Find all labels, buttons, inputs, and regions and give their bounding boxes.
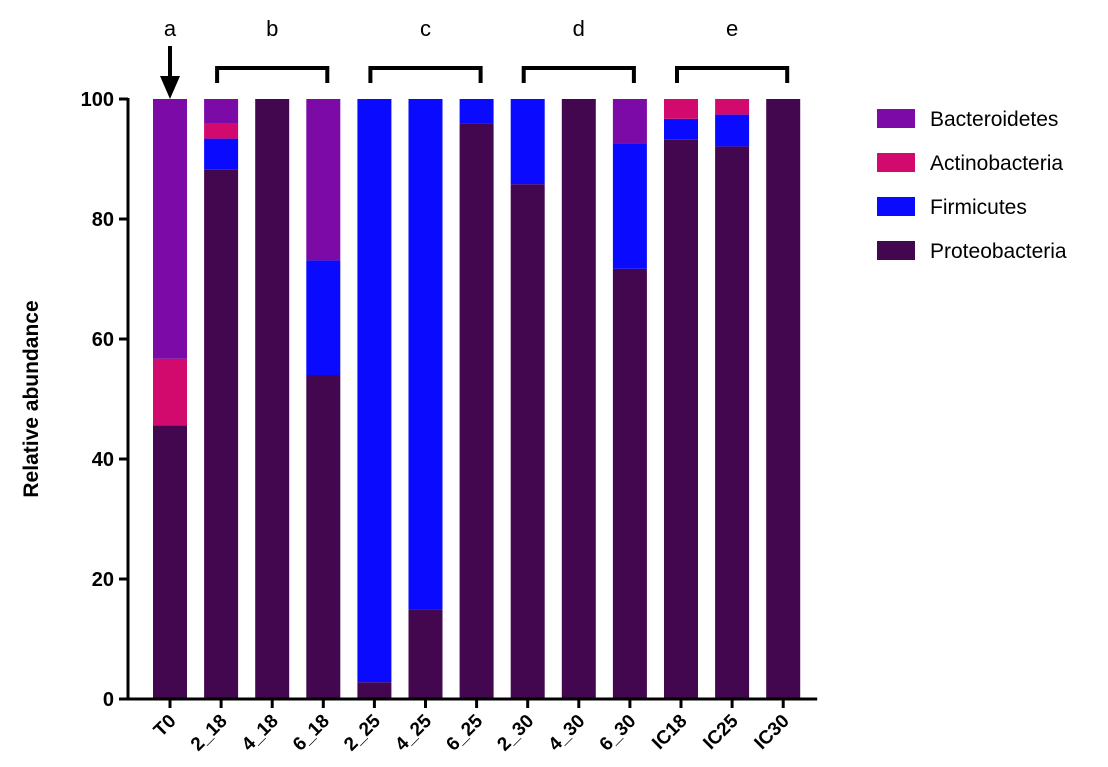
bar-6-18-proteobacteria bbox=[306, 375, 341, 699]
x-tick-label-4-30: 4_30 bbox=[545, 711, 590, 756]
bars-layer bbox=[153, 99, 801, 700]
legend: Bacteroidetes Actinobacteria Firmicutes Pro… bbox=[877, 108, 1067, 263]
bar-4-25-proteobacteria bbox=[408, 609, 443, 699]
y-tick-label-40: 40 bbox=[92, 449, 114, 471]
bar-ic25-actinobacteria bbox=[715, 99, 750, 115]
bar-4-30-proteobacteria bbox=[561, 99, 596, 699]
bar-6-30-bacteroidetes bbox=[612, 99, 647, 144]
group-bracket-b bbox=[215, 66, 330, 83]
bar-6-30-proteobacteria bbox=[612, 268, 647, 699]
x-tick-label-ic30: IC30 bbox=[751, 711, 794, 754]
group-label-e: e bbox=[726, 16, 738, 41]
legend-label-proteobacteria: Proteobacteria bbox=[930, 240, 1067, 263]
bar-ic25-proteobacteria bbox=[715, 146, 750, 699]
bar-4-25-firmicutes bbox=[408, 99, 443, 610]
bar-2-30-firmicutes bbox=[510, 99, 545, 185]
annotations-layer: a b c d e bbox=[160, 16, 790, 99]
x-tick-label-6-18: 6_18 bbox=[289, 711, 334, 756]
x-tick-label-6-30: 6_30 bbox=[596, 711, 641, 756]
bar-t0-bacteroidetes bbox=[153, 99, 187, 359]
bar-2-18-actinobacteria bbox=[204, 123, 239, 139]
y-tick-label-20: 20 bbox=[92, 569, 114, 591]
x-tick-label-t0: T0 bbox=[150, 711, 181, 742]
group-label-a: a bbox=[164, 16, 177, 41]
y-tick-label-80: 80 bbox=[92, 209, 114, 231]
bar-4-18-proteobacteria bbox=[255, 99, 290, 699]
bar-6-18-bacteroidetes bbox=[306, 99, 341, 261]
bar-ic25-firmicutes bbox=[715, 114, 750, 147]
bar-2-18-firmicutes bbox=[204, 138, 239, 170]
bar-2-30-proteobacteria bbox=[510, 184, 545, 699]
bar-2-25-proteobacteria bbox=[357, 682, 392, 699]
y-axis-title: Relative abundance bbox=[20, 300, 43, 497]
x-tick-label-ic18: IC18 bbox=[648, 711, 691, 754]
legend-swatch-firmicutes bbox=[877, 197, 915, 216]
bar-6-25-firmicutes bbox=[459, 99, 494, 124]
bar-2-25-firmicutes bbox=[357, 99, 392, 683]
x-tick-label-4-25: 4_25 bbox=[391, 710, 436, 755]
x-tick-label-2-18: 2_18 bbox=[187, 711, 232, 756]
legend-swatch-actinobacteria bbox=[877, 153, 915, 172]
y-tick-label-100: 100 bbox=[81, 89, 114, 111]
legend-label-bacteroidetes: Bacteroidetes bbox=[930, 108, 1058, 131]
bar-ic18-firmicutes bbox=[664, 118, 698, 140]
bar-6-18-firmicutes bbox=[306, 260, 341, 375]
legend-swatch-bacteroidetes bbox=[877, 109, 915, 128]
group-bracket-d bbox=[521, 66, 636, 83]
legend-label-firmicutes: Firmicutes bbox=[930, 196, 1027, 219]
legend-label-actinobacteria: Actinobacteria bbox=[930, 152, 1063, 175]
x-tick-label-ic25: IC25 bbox=[699, 710, 743, 754]
x-tick-label-2-25: 2_25 bbox=[340, 710, 385, 755]
arrow-head bbox=[160, 76, 180, 99]
bar-6-25-proteobacteria bbox=[459, 123, 494, 700]
axes-layer: 0 20 40 60 80 100 T0 2_18 4_18 6_18 2_25 4_25 6_25 2_… bbox=[81, 89, 818, 755]
group-bracket-e bbox=[675, 66, 790, 83]
x-tick-label-2-30: 2_30 bbox=[493, 711, 538, 756]
bar-ic18-proteobacteria bbox=[664, 139, 698, 700]
bar-t0-proteobacteria bbox=[153, 425, 187, 699]
y-tick-label-60: 60 bbox=[92, 329, 114, 351]
group-bracket-c bbox=[368, 66, 483, 83]
bar-2-18-proteobacteria bbox=[204, 169, 239, 700]
bar-6-30-firmicutes bbox=[612, 143, 647, 269]
bar-t0-actinobacteria bbox=[153, 358, 187, 426]
x-tick-label-4-18: 4_18 bbox=[238, 711, 283, 756]
group-label-d: d bbox=[573, 16, 585, 41]
legend-swatch-proteobacteria bbox=[877, 241, 915, 260]
bar-ic30-proteobacteria bbox=[766, 99, 801, 699]
y-tick-label-0: 0 bbox=[103, 689, 114, 711]
x-tick-label-6-25: 6_25 bbox=[442, 710, 487, 755]
bar-2-18-bacteroidetes bbox=[204, 99, 239, 123]
group-label-c: c bbox=[420, 16, 431, 41]
bar-ic18-actinobacteria bbox=[664, 99, 698, 119]
group-label-b: b bbox=[266, 16, 278, 41]
